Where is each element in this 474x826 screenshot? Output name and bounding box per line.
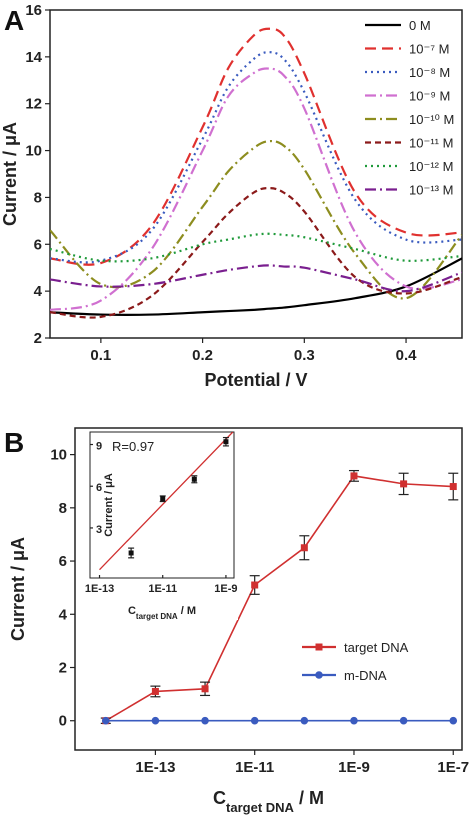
y-tick-label: 6 — [59, 553, 67, 570]
x-axis-title: Ctarget DNA / M — [128, 605, 196, 621]
point — [128, 550, 134, 556]
x-axis-title: Potential / V — [204, 370, 307, 390]
point — [399, 716, 408, 725]
legend-label: 10⁻⁸ M — [409, 65, 450, 80]
x-tick-label: 1E-11 — [148, 583, 177, 595]
series-line — [50, 67, 462, 311]
x-tick-label: 0.1 — [90, 347, 111, 364]
point — [151, 716, 160, 725]
legend-marker — [315, 671, 323, 679]
x-tick-label: 0.2 — [192, 347, 213, 364]
y-tick-label: 12 — [25, 96, 42, 113]
chart-panel: 1E-13 1E-11 1E-9 1E-7 0 2 4 6 8 10 Ctarget DNA / M… — [4, 427, 469, 815]
y-tick-label: 10 — [50, 447, 67, 464]
point — [251, 581, 259, 589]
x-tick-label: 1E-11 — [235, 759, 274, 776]
y-tick-label: 14 — [25, 49, 42, 66]
legend-label: 10⁻⁷ M — [409, 42, 449, 57]
y-tick-label: 4 — [59, 606, 68, 623]
x-axis-title: Ctarget DNA / M — [213, 788, 324, 815]
legend-label: 10⁻¹⁰ M — [409, 112, 454, 127]
y-axis-title: Current / μA — [103, 473, 115, 537]
plot-frame — [49, 9, 463, 339]
point — [201, 716, 209, 725]
series-line — [50, 139, 462, 300]
y-tick-label: 6 — [34, 236, 42, 253]
y-tick-label: 4 — [34, 283, 43, 300]
y-tick-label: 2 — [34, 330, 42, 347]
annotation: R=0.97 — [112, 439, 154, 454]
plot-frame — [74, 427, 463, 751]
y-tick-label: 10 — [25, 143, 42, 160]
x-axis-title-part: C — [128, 605, 136, 617]
x-axis-title-part: C — [213, 788, 226, 808]
point — [223, 439, 229, 445]
x-tick-label: 1E-7 — [437, 759, 469, 776]
series-line — [50, 264, 462, 293]
panel-label: B — [4, 427, 24, 458]
series-line — [50, 257, 462, 316]
panel-label: A — [4, 5, 24, 36]
point — [101, 716, 110, 725]
legend-label: target DNA — [344, 640, 409, 655]
point — [250, 716, 259, 725]
y-tick-label: 8 — [59, 500, 67, 517]
legend-label: 10⁻¹² M — [409, 159, 453, 174]
legend-label: 10⁻¹¹ M — [409, 136, 453, 151]
x-tick-label: 1E-13 — [135, 759, 175, 776]
y-axis-title: Current / μA — [8, 537, 28, 641]
point — [160, 496, 166, 502]
x-axis-title-part: target DNA — [226, 800, 295, 815]
legend: 0 M 10⁻⁷ M 10⁻⁸ M 10⁻⁹ M 10⁻¹⁰ M 10⁻¹¹ M 10⁻¹²… — [365, 18, 454, 198]
y-tick-label: 6 — [96, 482, 102, 494]
point — [400, 480, 408, 488]
x-tick-label: 1E-9 — [338, 759, 370, 776]
y-tick-label: 16 — [25, 2, 42, 19]
point — [191, 476, 197, 482]
series-line — [105, 475, 454, 722]
y-tick-label: 8 — [34, 189, 42, 206]
legend-marker — [315, 643, 323, 651]
y-tick-label: 3 — [96, 524, 102, 536]
plot-frame — [89, 431, 235, 579]
series-line — [50, 232, 462, 263]
legend: target DNA m-DNA — [302, 640, 409, 683]
series-line — [50, 186, 462, 319]
legend-label: 0 M — [409, 18, 431, 33]
x-tick-label: 0.3 — [294, 347, 315, 364]
x-tick-label: 1E-9 — [214, 583, 237, 595]
point — [201, 685, 209, 693]
y-axis-title: Current / μA — [0, 122, 20, 226]
inset-background — [82, 430, 238, 620]
series-line — [50, 27, 462, 266]
x-axis-title-part: / M — [178, 605, 196, 617]
point — [350, 472, 358, 480]
legend-label: 10⁻¹³ M — [409, 183, 453, 198]
inset: 1E-13 1E-11 1E-9 3 6 9 Ctarget DNA / M Current … — [82, 430, 238, 621]
point — [151, 687, 159, 695]
y-tick-label: 2 — [59, 660, 67, 677]
x-tick-label: 1E-13 — [85, 583, 114, 595]
x-axis-title-part: target DNA — [136, 612, 178, 621]
y-tick-label: 9 — [96, 441, 102, 453]
point — [350, 716, 358, 725]
x-axis-title-part: / M — [294, 788, 324, 808]
point — [300, 544, 308, 552]
point — [449, 716, 458, 725]
chart-panel: 0.1 0.2 0.3 0.4 2 4 6 8 10 12 14 16 Potential / V Cur… — [0, 2, 463, 390]
point — [449, 483, 457, 491]
y-tick-label: 0 — [59, 713, 67, 730]
x-tick-label: 0.4 — [396, 347, 418, 364]
legend-label: 10⁻⁹ M — [409, 89, 450, 104]
fit-line — [99, 432, 234, 571]
legend-label: m-DNA — [344, 668, 387, 683]
point — [300, 716, 309, 725]
